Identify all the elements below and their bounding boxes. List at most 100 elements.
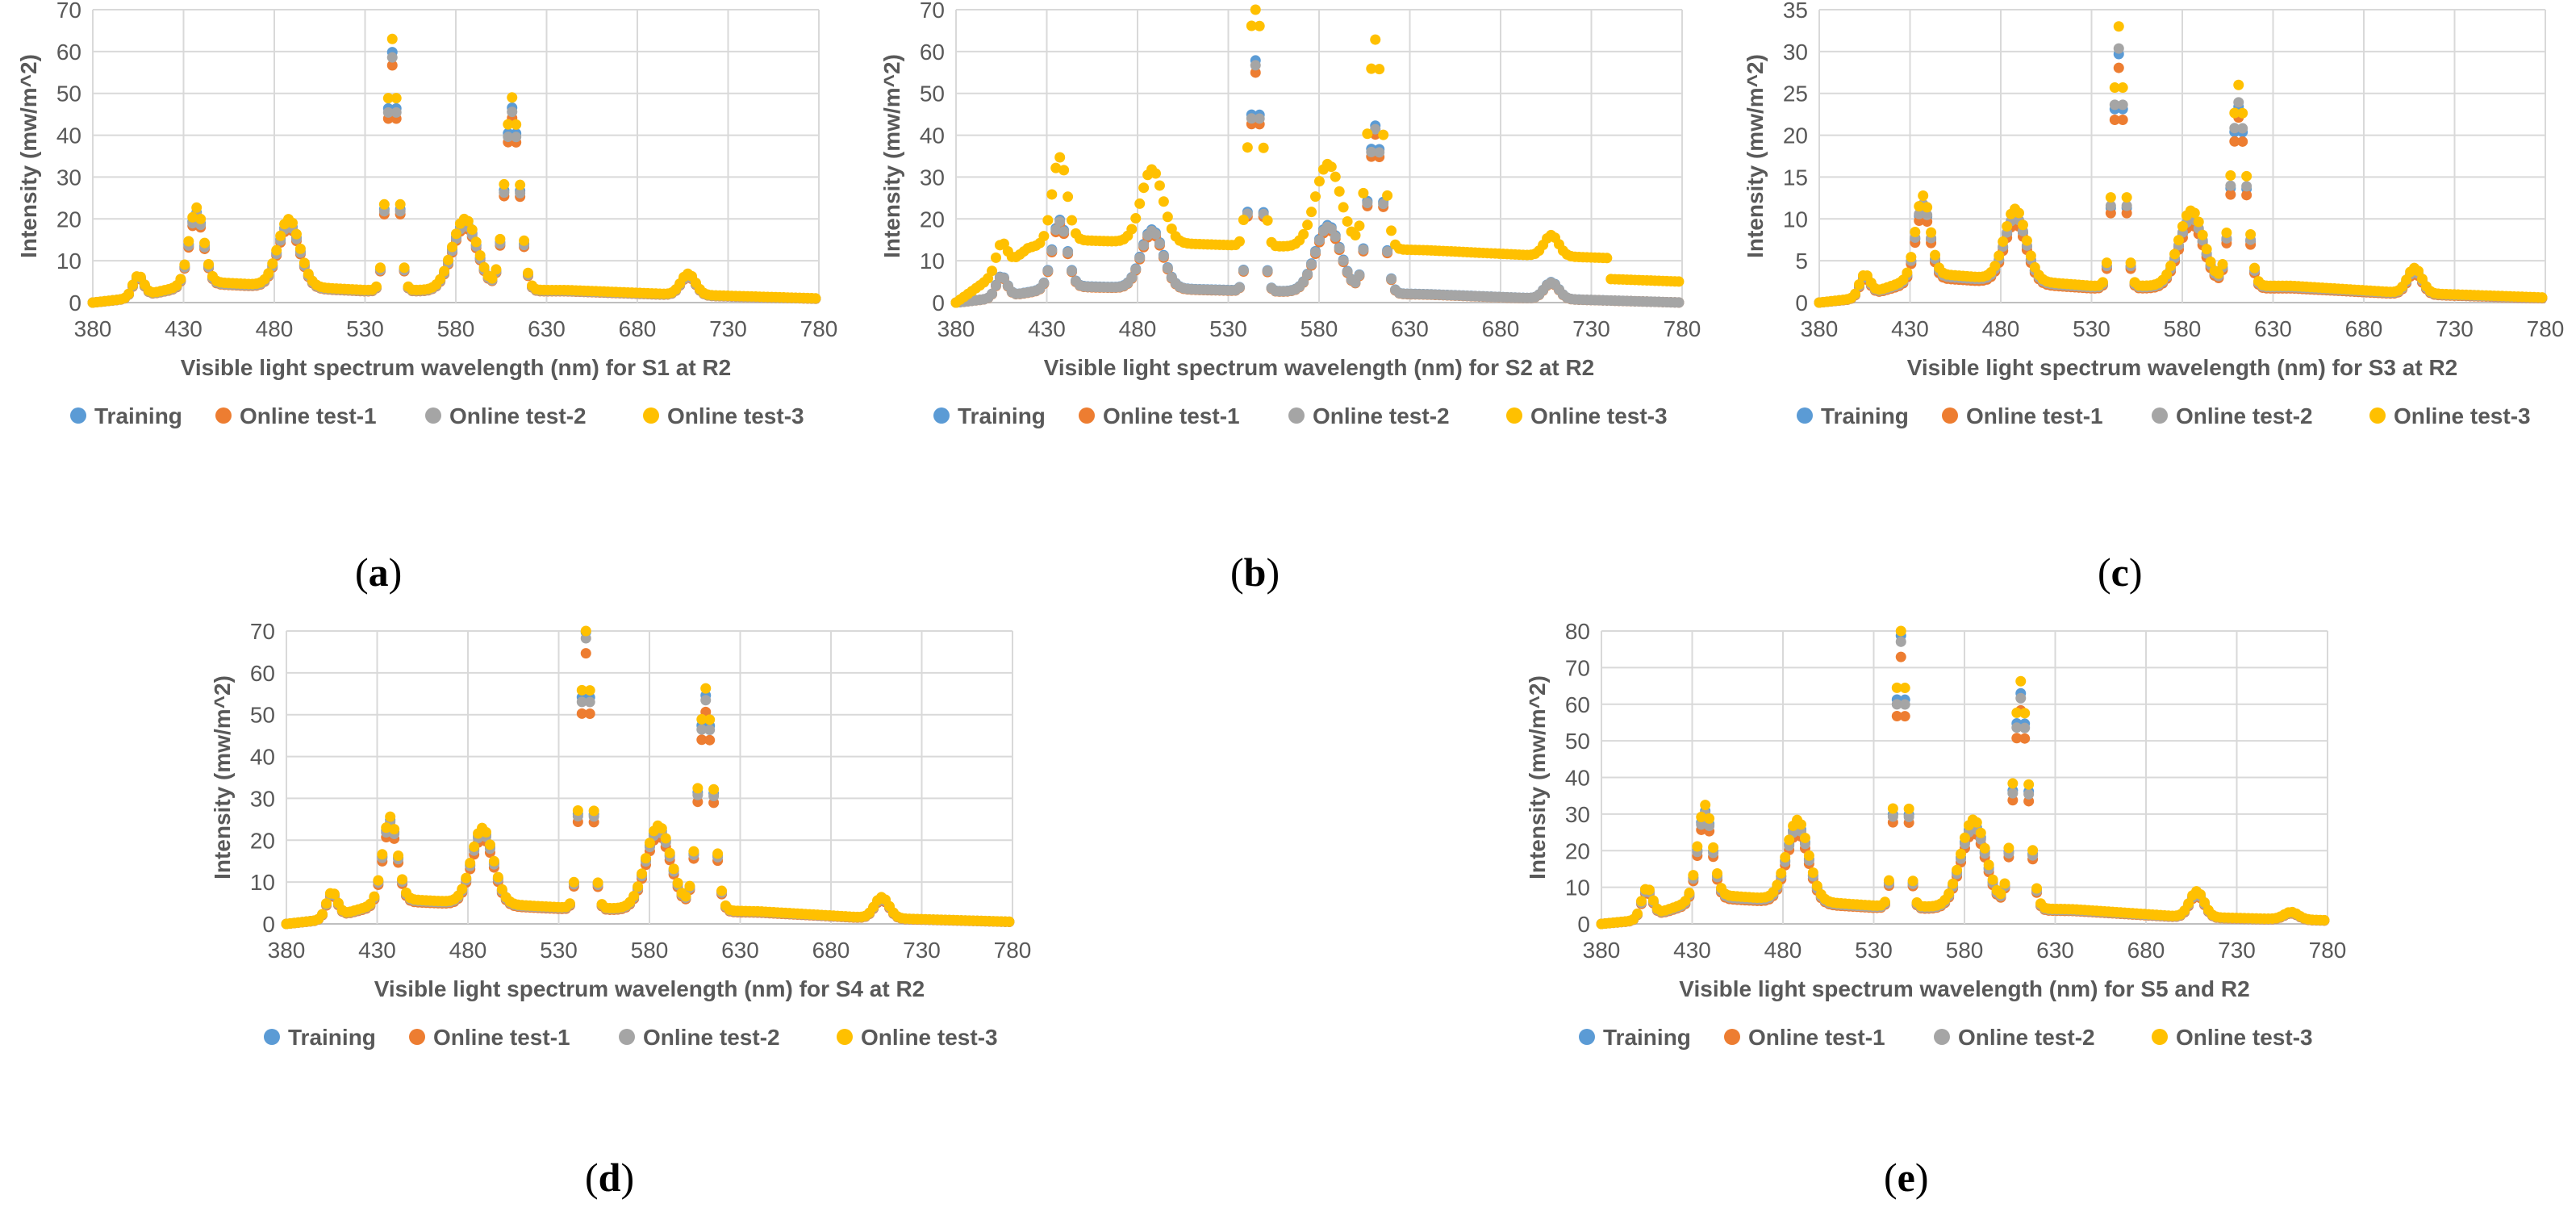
data-point [592,877,603,888]
data-point [393,850,404,862]
data-point [1956,848,1966,859]
data-point [1688,870,1699,881]
data-point [1700,800,1711,811]
data-point [1995,888,2006,900]
data-point [700,683,712,694]
data-point [712,848,724,859]
data-point [382,107,394,118]
data-point [2027,845,2039,856]
chart-svg-e: 0 10 20 30 40 50 60 70 80 380 430 480 530 580 630 680 73… [1525,619,2346,1050]
x-tick-label: 480 [1764,938,1802,963]
x-tick-label: 430 [1891,316,1929,341]
y-tick-label: 60 [920,40,945,65]
data-point [2109,82,2120,94]
data-point [656,823,667,834]
data-point [474,250,486,261]
x-tick-label: 730 [709,316,747,341]
data-point [672,877,683,888]
data-point [503,119,514,130]
data-point [1067,265,1078,277]
x-tick-label: 680 [2127,938,2165,963]
data-point [564,898,575,909]
data-point [2319,914,2330,926]
y-tick-label: 70 [250,619,275,644]
data-point [2031,883,2043,894]
data-point [1250,4,1261,15]
series-training [1596,630,2330,930]
data-point [1673,276,1685,287]
data-point [382,93,394,104]
data-point [1601,253,1613,264]
data-point [1906,252,1917,263]
data-point [195,213,207,224]
series-online-test-1 [1814,62,2548,308]
data-point [1054,216,1066,228]
data-point [435,274,446,285]
data-point [2023,788,2035,800]
data-point [450,228,461,240]
legend-marker [215,407,232,424]
data-point [2229,107,2240,119]
legend-marker [1797,407,1813,424]
x-tick-label: 730 [1572,316,1610,341]
data-point [1130,264,1142,275]
data-point [2165,260,2177,271]
data-point [507,92,518,103]
data-point [2413,265,2424,277]
y-tick-label: 50 [250,703,275,728]
data-point [1338,255,1349,266]
data-point [1138,240,1150,251]
y-tick-label: 0 [932,290,945,315]
y-tick-label: 10 [920,249,945,274]
data-point [1643,884,1655,896]
legend-entry: Online test-3 [1530,403,1668,428]
data-point [2125,257,2136,269]
data-point [2097,277,2108,288]
data-point [1050,224,1062,236]
data-point [1983,859,1994,871]
data-point [1334,243,1345,254]
data-point [1803,850,1814,861]
x-tick-label: 580 [2164,316,2202,341]
legend-marker [1934,1029,1950,1045]
data-point [1050,162,1062,173]
x-tick-label: 630 [2254,316,2292,341]
legend-marker [643,407,659,424]
x-tick-label: 430 [1028,316,1066,341]
panel-label-a: (a) [355,549,403,595]
legend-marker [1288,407,1305,424]
data-point [708,784,720,795]
data-point [373,875,384,886]
data-point [515,187,526,198]
data-point [2195,888,2206,900]
data-point [1959,832,1970,843]
data-point [2189,207,2200,219]
data-point [1326,224,1337,235]
data-point [492,871,503,883]
legend-marker [1506,407,1522,424]
y-tick-label: 60 [250,661,275,686]
data-point [519,235,530,246]
data-point [2245,228,2257,240]
data-point [1350,229,1361,240]
data-point [1234,236,1245,247]
data-point [465,858,476,869]
legend-marker [1942,407,1958,424]
legend-marker [619,1029,635,1045]
legend-entry: Online test-2 [643,1025,780,1050]
data-point [637,868,648,880]
x-tick-label: 380 [74,316,112,341]
panel-label-c: (c) [2098,549,2143,595]
x-tick-label: 780 [1664,316,1701,341]
y-axis-title: Intensity (mw/m^2) [1525,675,1550,880]
legend-marker [1579,1029,1595,1045]
chart-svg-c: 0 5 10 15 20 25 30 35 380 430 480 530 580 630 680 730 78… [1743,0,2564,428]
y-tick-label: 25 [1783,81,1808,107]
data-point [2117,99,2128,111]
data-point [1907,875,1918,887]
legend-marker [264,1029,280,1045]
data-point [1354,220,1365,232]
data-point [511,132,522,143]
data-point [1302,219,1313,231]
x-tick-label: 480 [1982,316,2020,341]
